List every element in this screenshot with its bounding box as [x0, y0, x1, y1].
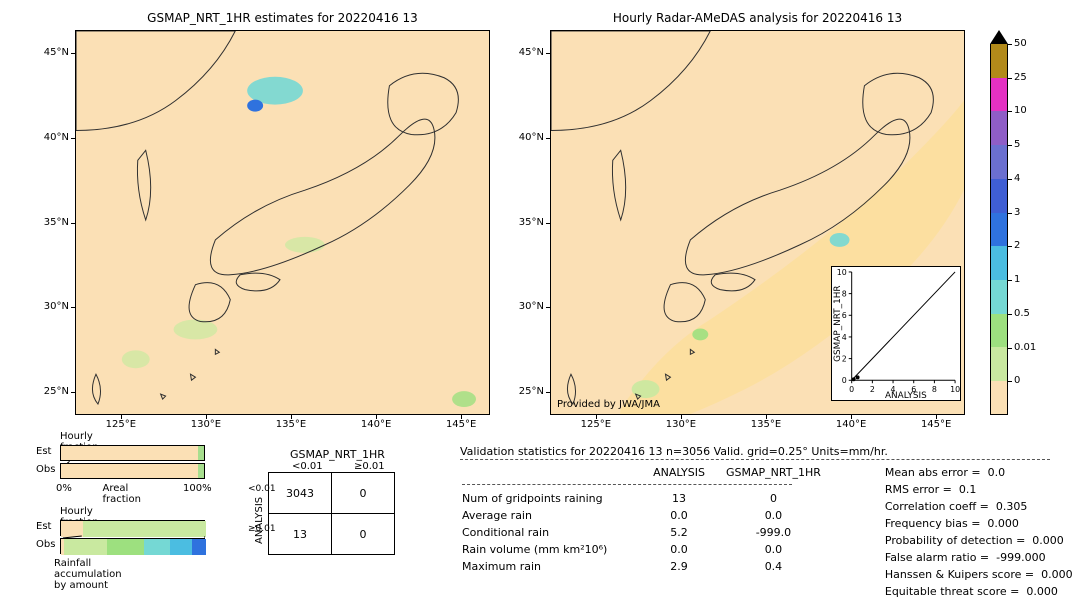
frac-tot-est	[60, 520, 205, 536]
svg-text:2: 2	[870, 385, 875, 394]
contab-table: 30430 130	[268, 472, 395, 555]
colorbar: 502510543210.50.010	[990, 30, 1008, 415]
stats-header: Validation statistics for 20220416 13 n=…	[460, 445, 1075, 458]
validation-stats: Validation statistics for 20220416 13 n=…	[460, 445, 1075, 601]
contab-title: GSMAP_NRT_1HR	[290, 448, 385, 461]
map-gsmap-coast	[76, 31, 489, 414]
frac-occ-obs	[60, 463, 205, 479]
scatter-inset: 00224466881010ANALYSISGSMAP_NRT_1HR	[831, 266, 961, 401]
frac-tot-obs	[60, 538, 205, 554]
contingency-table: GSMAP_NRT_1HR <0.01 ≥0.01 ANALYSIS <0.01…	[268, 472, 395, 555]
inset-svg: 00224466881010ANALYSISGSMAP_NRT_1HR	[832, 267, 960, 400]
svg-text:0: 0	[849, 385, 854, 394]
map-gsmap-title: GSMAP_NRT_1HR estimates for 20220416 13	[76, 11, 489, 25]
svg-text:GSMAP_NRT_1HR: GSMAP_NRT_1HR	[833, 285, 843, 361]
svg-text:10: 10	[950, 385, 960, 394]
svg-text:10: 10	[837, 268, 847, 277]
svg-text:ANALYSIS: ANALYSIS	[885, 391, 927, 400]
svg-text:0: 0	[842, 376, 847, 385]
provided-label: Provided by JWA/JMA	[557, 399, 660, 410]
map-radar-title: Hourly Radar-AMeDAS analysis for 2022041…	[551, 11, 964, 25]
stats-metrics: Mean abs error = 0.0RMS error = 0.1Corre…	[883, 463, 1075, 601]
stats-divider	[460, 459, 1050, 460]
stats-table: ANALYSISGSMAP_NRT_1HR Num of gridpoints …	[460, 463, 833, 576]
map-gsmap: GSMAP_NRT_1HR estimates for 20220416 13	[75, 30, 490, 415]
contab-ylabel: ANALYSIS	[254, 497, 265, 544]
map-radar: Hourly Radar-AMeDAS analysis for 2022041…	[550, 30, 965, 415]
svg-text:8: 8	[932, 385, 937, 394]
frac-occ-est	[60, 445, 205, 461]
